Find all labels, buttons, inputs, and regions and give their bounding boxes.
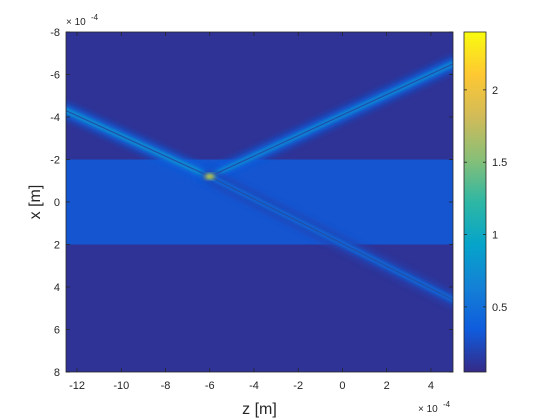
x-ticks: -12 -10 -8 -6 -4 -2 0 2 4 [69, 32, 434, 392]
y-tick-label: 6 [54, 325, 60, 337]
svg-text:× 10: × 10 [418, 404, 438, 415]
y-tick-label: 0 [54, 197, 60, 209]
colorbar-ticks: 0.5 1 1.5 2 [464, 85, 507, 314]
colorbar-tick-label: 1.5 [492, 157, 507, 169]
y-axis-label: x [m] [27, 185, 44, 220]
x-tick-label: 0 [339, 380, 345, 392]
svg-text:-4: -4 [91, 13, 99, 22]
x-tick-label: -8 [161, 380, 171, 392]
y-tick-label: 4 [54, 282, 60, 294]
x-tick-label: 2 [384, 380, 390, 392]
colorbar-tick-label: 0.5 [492, 302, 507, 314]
x-tick-label: -6 [205, 380, 215, 392]
y-tick-label: -8 [50, 27, 60, 39]
plot-area [66, 32, 453, 372]
y-tick-label: -4 [50, 112, 60, 124]
y-tick-label: -6 [50, 70, 60, 82]
beams-group [66, 56, 453, 307]
svg-text:× 10: × 10 [66, 17, 86, 28]
beam-reflected-core [209, 63, 453, 178]
y-exponent: × 10 -4 [66, 13, 99, 28]
colorbar-tick-label: 2 [492, 85, 498, 97]
x-exponent: × 10 -4 [418, 400, 451, 415]
beam-incident-core [66, 110, 211, 178]
y-ticks: -8 -6 -4 -2 0 2 4 6 8 [50, 27, 453, 379]
colorbar-gradient [463, 31, 487, 373]
x-tick-label: -4 [249, 380, 259, 392]
svg-text:-4: -4 [443, 400, 451, 409]
colorbar: 0.5 1 1.5 2 [463, 31, 507, 373]
x-tick-label: -10 [113, 380, 129, 392]
colorbar-tick-label: 1 [492, 230, 498, 242]
y-tick-label: -2 [50, 155, 60, 167]
y-tick-label: 2 [54, 240, 60, 252]
x-axis-label: z [m] [242, 401, 277, 418]
y-tick-label: 8 [54, 367, 60, 379]
x-tick-label: -2 [293, 380, 303, 392]
beam-transmitted-core [209, 175, 453, 301]
x-tick-label: 4 [428, 380, 434, 392]
x-tick-label: -12 [69, 380, 85, 392]
hotspot [204, 174, 215, 179]
